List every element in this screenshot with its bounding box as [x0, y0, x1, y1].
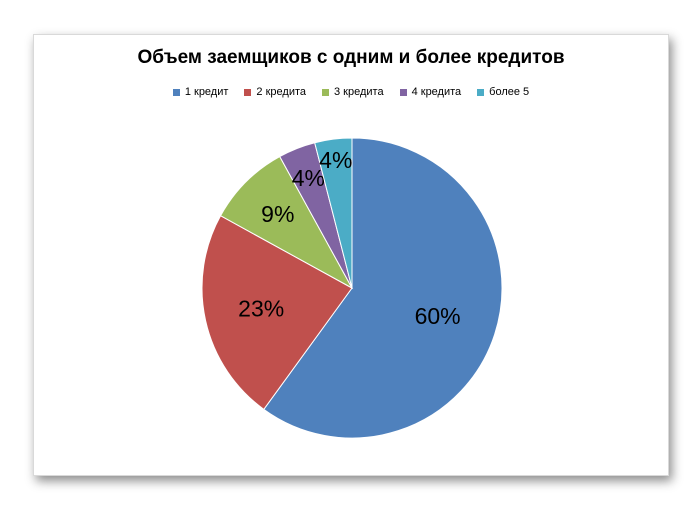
slice-label-2: 23%: [238, 295, 284, 321]
legend-swatch-1: [172, 88, 180, 96]
legend: 1 кредит 2 кредита 3 кредита 4 кредита б…: [34, 86, 668, 98]
pie-chart: 60% 23% 9% 4%4%: [201, 137, 503, 439]
legend-item-2: 2 кредита: [244, 86, 306, 98]
chart-title: Объем заемщиков с одним и более кредитов: [137, 47, 565, 68]
slice-label-3: 9%: [261, 201, 294, 227]
legend-swatch-5: [477, 88, 485, 96]
legend-swatch-2: [244, 88, 252, 96]
slice-label-5: 4%: [319, 147, 352, 173]
legend-swatch-4: [399, 88, 407, 96]
legend-item-3: 3 кредита: [322, 86, 384, 98]
slice-label-4: 4%: [292, 165, 325, 191]
pie-slice-1: [263, 137, 503, 439]
slice-label-1: 60%: [415, 303, 461, 329]
legend-item-1: 1 кредит: [172, 86, 229, 98]
chart-frame: Объем заемщиков с одним и более кредитов…: [33, 34, 669, 476]
legend-swatch-3: [322, 88, 329, 96]
legend-item-5: более 5: [477, 86, 529, 98]
legend-label-2: 2 кредита: [256, 86, 306, 98]
pie-slice-3: [219, 155, 354, 290]
legend-label-3: 3 кредита: [334, 86, 384, 98]
legend-label-5: более 5: [489, 86, 530, 98]
legend-label-1: 1 кредит: [184, 86, 229, 98]
pie-slice-2: [201, 215, 353, 411]
pie-slice-5: [314, 137, 353, 289]
legend-item-4: 4 кредита: [399, 86, 462, 98]
legend-label-4: 4 кредита: [411, 86, 462, 98]
